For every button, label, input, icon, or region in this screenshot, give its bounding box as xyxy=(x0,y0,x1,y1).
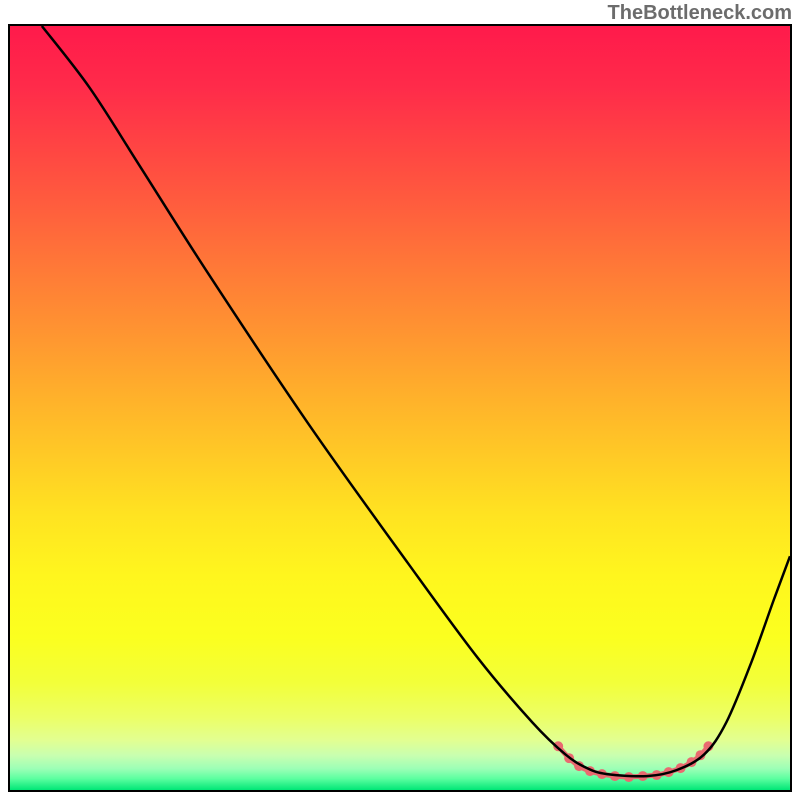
chart-box xyxy=(8,24,792,792)
chart-container: TheBottleneck.com xyxy=(0,0,800,800)
main-curve xyxy=(42,26,790,776)
watermark-text: TheBottleneck.com xyxy=(608,2,792,25)
chart-overlay xyxy=(10,26,790,790)
